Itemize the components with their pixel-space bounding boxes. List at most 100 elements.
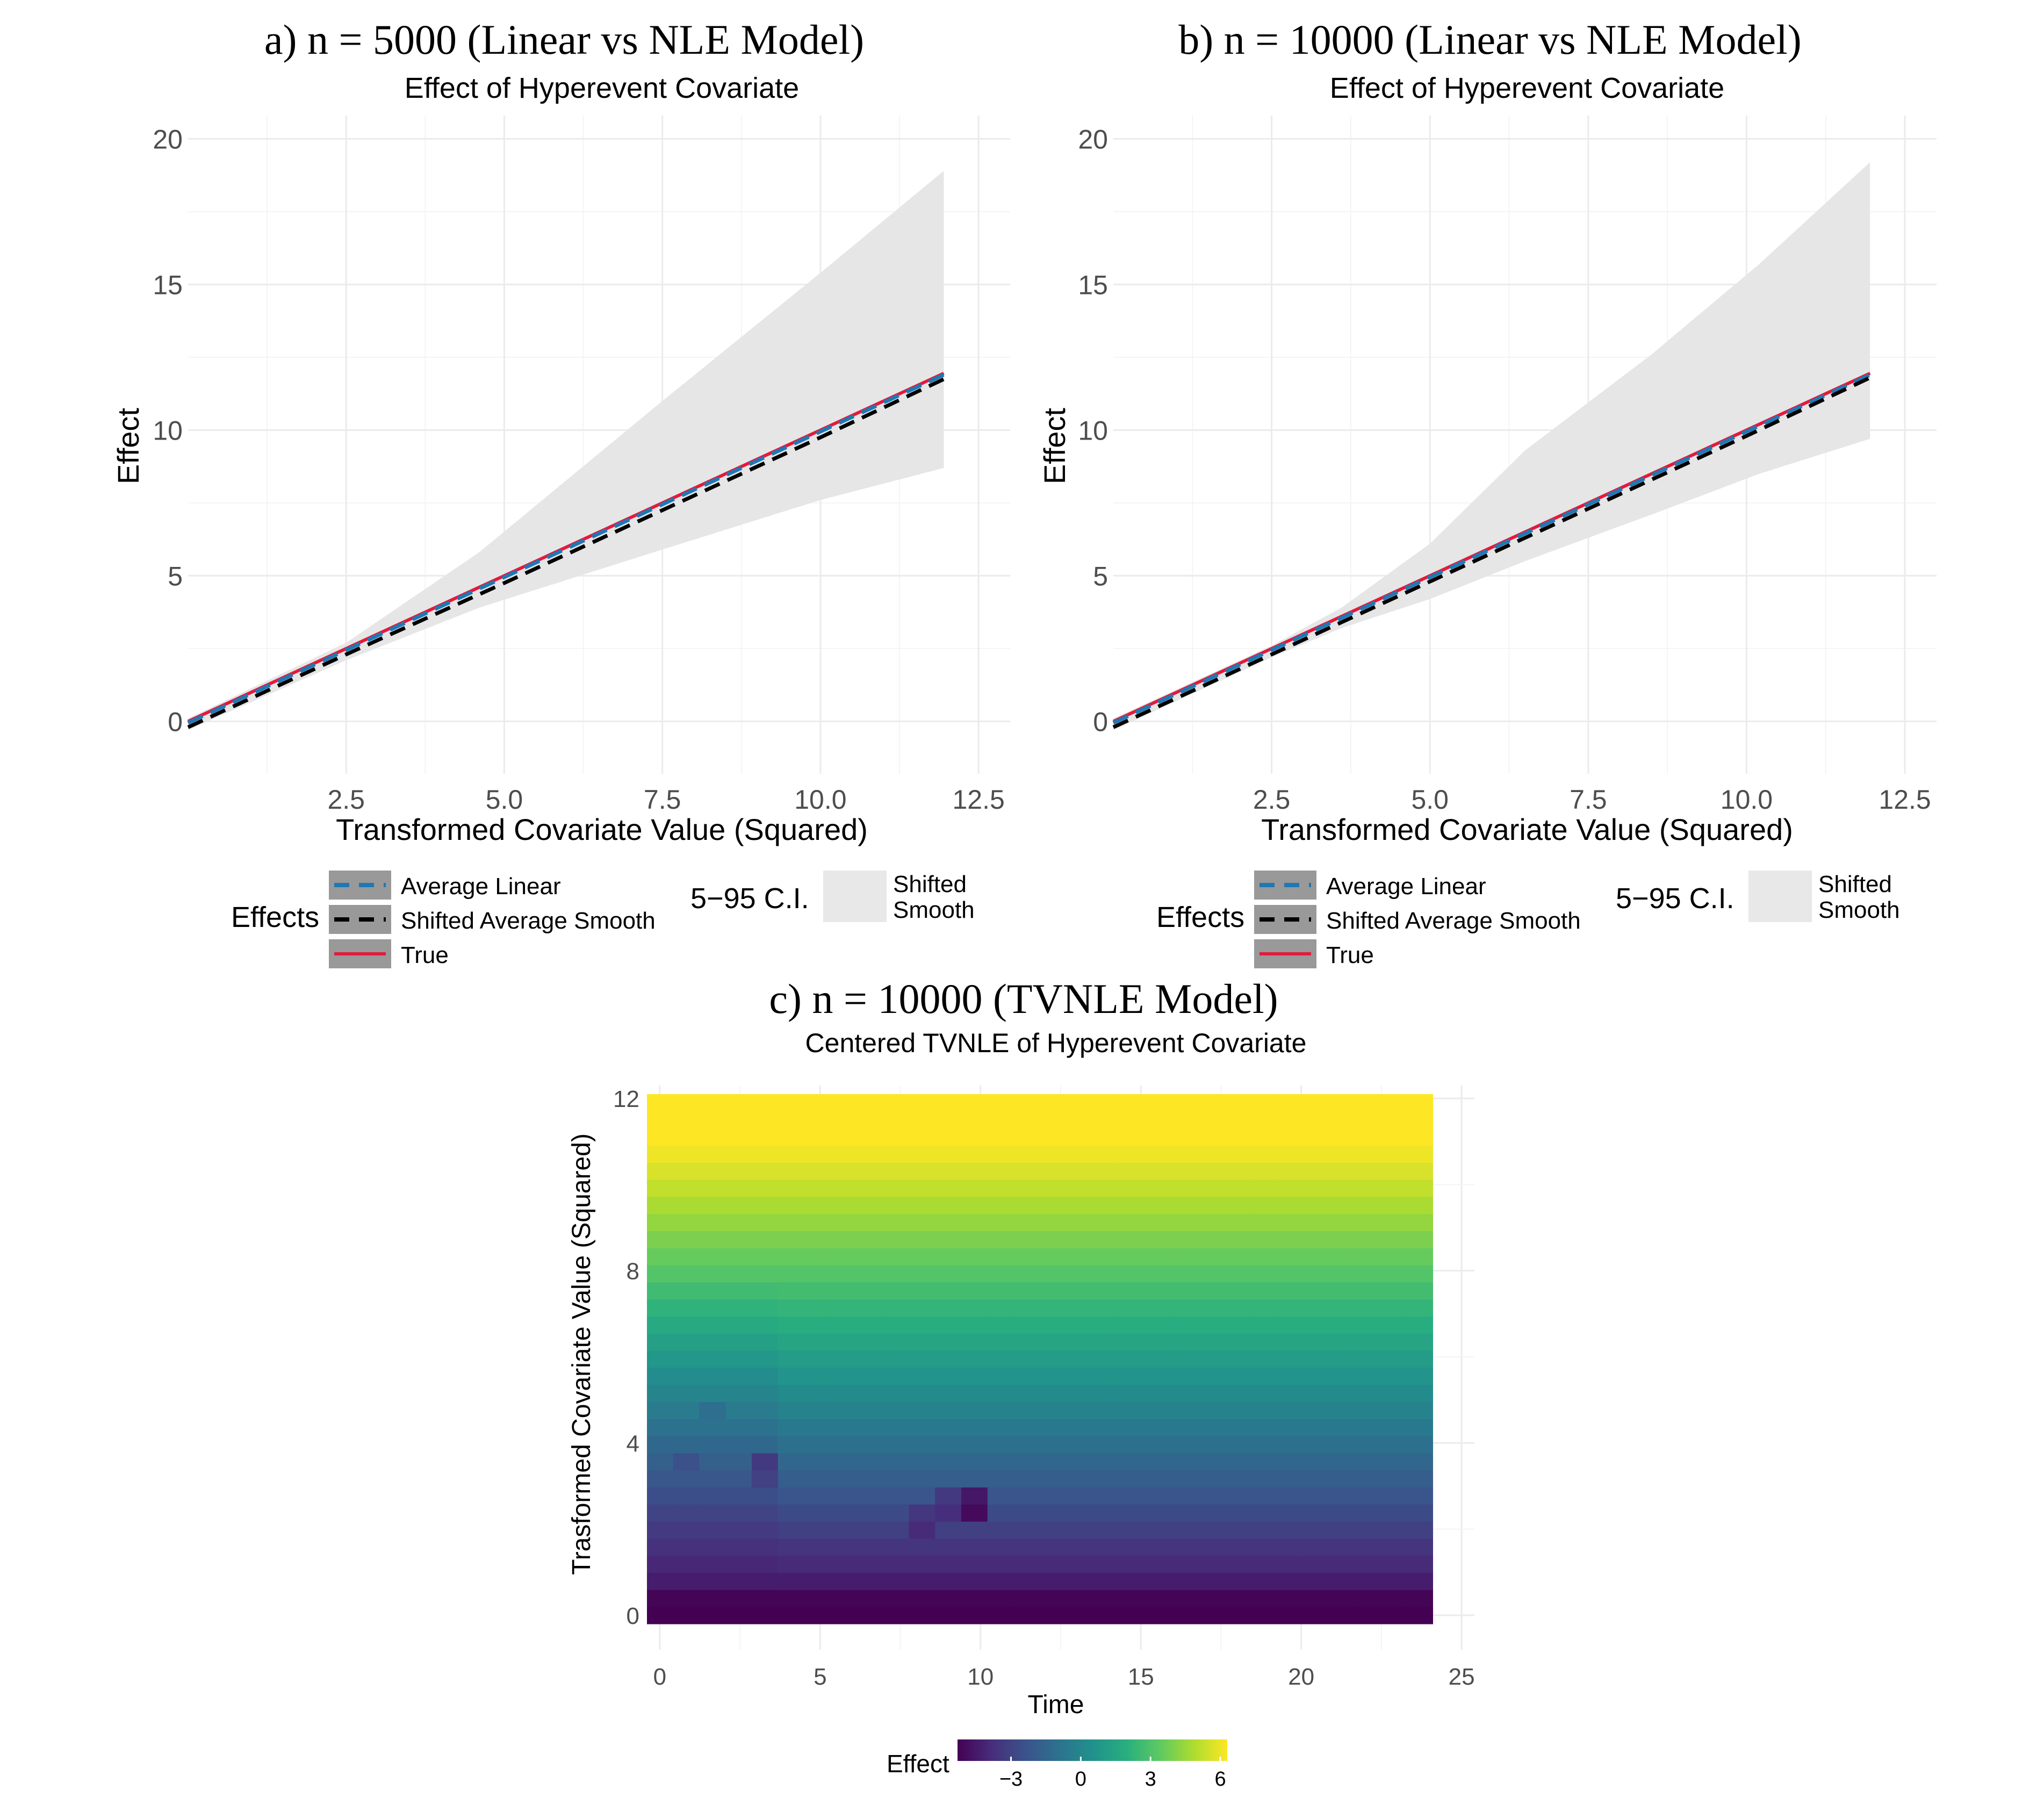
heatmap-cell xyxy=(856,1282,883,1300)
heatmap-cell xyxy=(987,1094,1014,1112)
panel-c-y-tick-label: 8 xyxy=(627,1259,639,1285)
heatmap-cell xyxy=(1223,1521,1250,1539)
heatmap-cell xyxy=(804,1419,831,1436)
heatmap-cell xyxy=(1380,1607,1407,1624)
heatmap-cell xyxy=(1406,1555,1434,1573)
heatmap-cell xyxy=(1197,1555,1224,1573)
heatmap-cell xyxy=(804,1231,831,1248)
heatmap-cell xyxy=(778,1538,805,1556)
heatmap-cell xyxy=(1066,1538,1093,1556)
heatmap-cell xyxy=(1249,1453,1276,1471)
heatmap-cell xyxy=(1092,1419,1119,1436)
heatmap-cell xyxy=(1223,1590,1250,1607)
heatmap-cell xyxy=(1406,1401,1434,1419)
heatmap-cell xyxy=(1406,1453,1434,1471)
heatmap-cell xyxy=(1145,1367,1171,1385)
heatmap-cell xyxy=(1118,1265,1145,1283)
heatmap-cell xyxy=(1197,1196,1224,1214)
heatmap-cell xyxy=(647,1607,674,1624)
heatmap-cell xyxy=(1197,1401,1224,1419)
heatmap-cell xyxy=(1223,1213,1250,1232)
heatmap-cell xyxy=(751,1299,779,1317)
panel-b-series-lines xyxy=(1112,371,1871,729)
heatmap-cell xyxy=(1066,1111,1093,1129)
heatmap-cell xyxy=(1301,1538,1329,1556)
heatmap-cell xyxy=(751,1350,779,1368)
heatmap-cell xyxy=(1223,1384,1250,1403)
heatmap-cell xyxy=(856,1470,883,1488)
heatmap-cell xyxy=(1013,1470,1040,1488)
heatmap-cell xyxy=(961,1470,988,1488)
heatmap-cell xyxy=(1249,1504,1276,1522)
heatmap-cell xyxy=(856,1538,883,1556)
heatmap-cell xyxy=(1118,1607,1145,1624)
heatmap-cell xyxy=(1145,1436,1171,1454)
heatmap-cell xyxy=(830,1538,857,1556)
heatmap-cell xyxy=(856,1316,883,1334)
heatmap-cell xyxy=(1380,1419,1407,1436)
heatmap-cell xyxy=(1406,1111,1434,1129)
heatmap-cell xyxy=(751,1145,779,1163)
heatmap-cell xyxy=(961,1538,988,1556)
heatmap-cell xyxy=(935,1487,962,1505)
heatmap-cell xyxy=(804,1145,831,1163)
heatmap-cell xyxy=(1197,1094,1224,1112)
heatmap-cell xyxy=(856,1162,883,1180)
heatmap-cell xyxy=(1118,1401,1145,1419)
heatmap-cell xyxy=(1145,1470,1171,1488)
heatmap-cell xyxy=(751,1538,779,1556)
heatmap-cell xyxy=(1066,1128,1093,1146)
heatmap-cell xyxy=(987,1248,1014,1265)
heatmap-cell xyxy=(804,1299,831,1317)
heatmap-cell xyxy=(673,1572,700,1590)
heatmap-cell xyxy=(1223,1162,1250,1180)
heatmap-cell xyxy=(935,1299,962,1317)
panel-a-legend-label-true: True xyxy=(401,942,449,968)
heatmap-cell xyxy=(1040,1419,1067,1436)
heatmap-cell xyxy=(778,1590,805,1607)
heatmap-cell xyxy=(1040,1555,1067,1573)
heatmap-cell xyxy=(1170,1111,1198,1129)
panel-c-y-tick-label: 12 xyxy=(613,1086,639,1112)
heatmap-cell xyxy=(830,1401,857,1419)
heatmap-cell xyxy=(987,1401,1014,1419)
heatmap-cell xyxy=(1301,1590,1329,1607)
panel-a-y-axis-label: Effect xyxy=(111,407,145,484)
heatmap-cell xyxy=(856,1521,883,1539)
heatmap-cell xyxy=(1301,1572,1329,1590)
heatmap-cell xyxy=(1328,1419,1355,1436)
heatmap-cell xyxy=(1328,1453,1355,1471)
panel-c-colorbar: Effect −3 0 3 6 xyxy=(887,1739,1227,1791)
heatmap-cell xyxy=(1118,1282,1145,1300)
heatmap-cell xyxy=(1040,1162,1067,1180)
heatmap-cell xyxy=(1118,1538,1145,1556)
panel-b-y-tick-label: 5 xyxy=(1093,561,1108,591)
heatmap-cell xyxy=(1040,1128,1067,1146)
heatmap-cell xyxy=(778,1350,805,1368)
heatmap-cell xyxy=(1223,1436,1250,1454)
heatmap-cell xyxy=(1406,1350,1434,1368)
heatmap-cell xyxy=(673,1555,700,1573)
heatmap-cell xyxy=(882,1111,910,1129)
heatmap-cell xyxy=(1118,1470,1145,1488)
heatmap-cell xyxy=(1040,1504,1067,1522)
heatmap-cell xyxy=(1301,1265,1329,1283)
heatmap-cell xyxy=(1249,1299,1276,1317)
heatmap-cell xyxy=(909,1572,935,1590)
heatmap-cell xyxy=(882,1538,910,1556)
heatmap-cell xyxy=(1301,1419,1329,1436)
heatmap-cell xyxy=(882,1145,910,1163)
heatmap-cell xyxy=(935,1504,962,1522)
heatmap-cell xyxy=(1354,1282,1381,1300)
heatmap-cell xyxy=(699,1607,726,1624)
heatmap-cell xyxy=(882,1333,910,1351)
heatmap-cell xyxy=(1275,1419,1302,1436)
heatmap-cell xyxy=(673,1316,700,1334)
heatmap-cell xyxy=(647,1419,674,1436)
heatmap-cell xyxy=(1066,1350,1093,1368)
heatmap-cell xyxy=(647,1231,674,1248)
heatmap-cell xyxy=(673,1607,700,1624)
heatmap-cell xyxy=(830,1162,857,1180)
heatmap-cell xyxy=(751,1231,779,1248)
panel-b-ci-legend-key xyxy=(1748,871,1812,922)
